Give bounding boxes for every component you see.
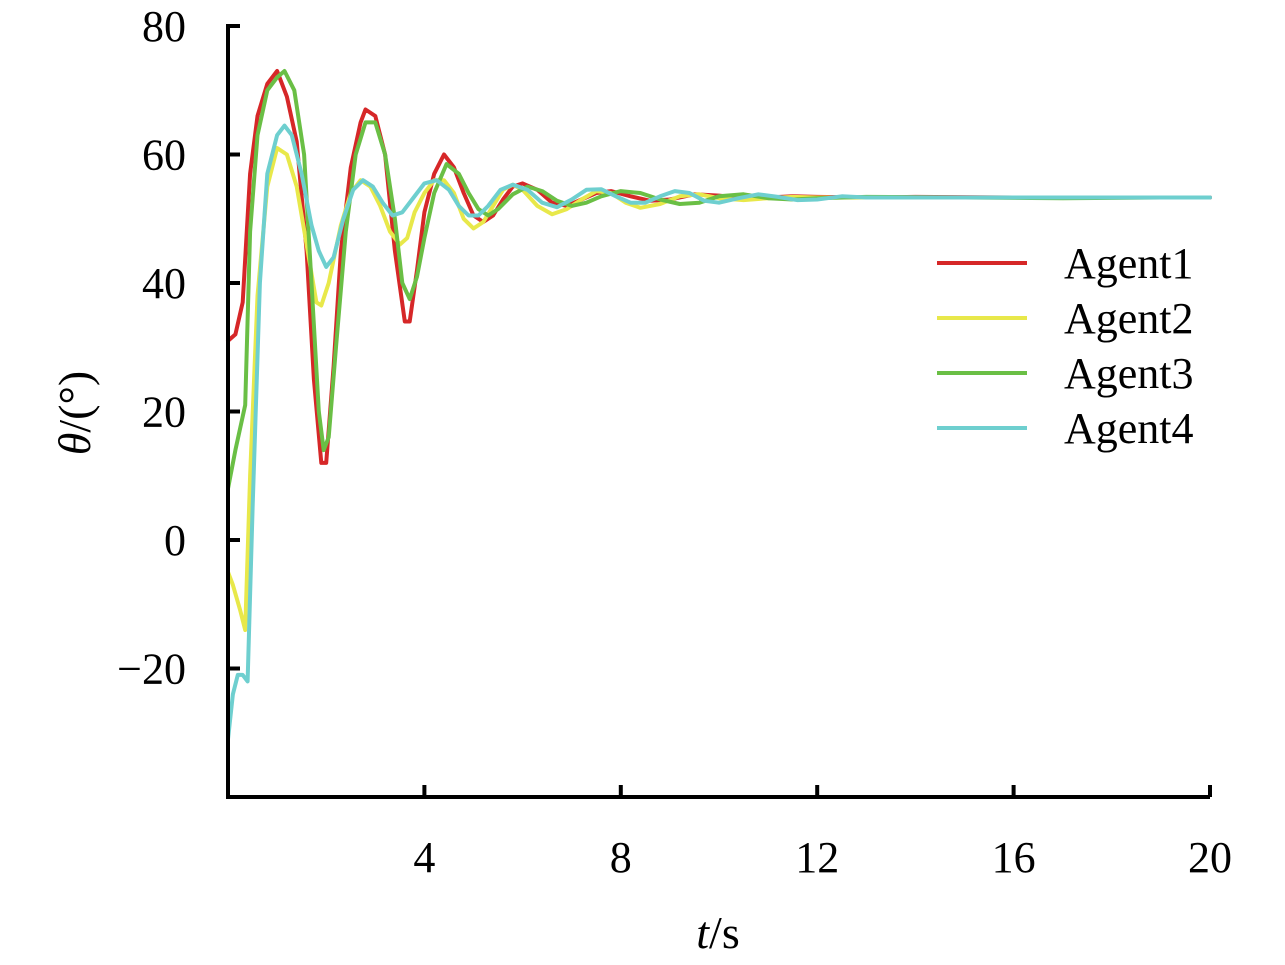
x-axis-title: t/s (696, 907, 739, 958)
y-tick-label: −20 (117, 645, 186, 694)
x-tick-label: 16 (992, 833, 1036, 882)
x-tick-label: 12 (795, 833, 839, 882)
y-tick-label: 60 (142, 131, 186, 180)
x-ticks: 4 8 12 16 20 (413, 785, 1232, 882)
series-line-agent1 (226, 69, 1212, 465)
x-tick-label: 20 (1188, 833, 1232, 882)
axes (226, 24, 1210, 799)
series-line-agent2 (226, 146, 1065, 632)
y-tick-label: 40 (142, 259, 186, 308)
y-tick-label: 0 (164, 516, 186, 565)
series-line-agent3 (226, 69, 1163, 491)
x-tick-label: 4 (413, 833, 435, 882)
plot-series (226, 69, 1212, 742)
legend-label-agent3: Agent3 (1064, 349, 1194, 398)
y-axis-unit: /(°) (49, 371, 100, 433)
legend-label-agent2: Agent2 (1064, 294, 1194, 343)
x-axis-unit: /s (709, 907, 740, 958)
legend: Agent1 Agent2 Agent3 Agent4 (937, 239, 1194, 453)
legend-label-agent4: Agent4 (1064, 404, 1194, 453)
y-axis-title: θ/(°) (49, 371, 100, 455)
x-tick-label: 8 (610, 833, 632, 882)
y-tick-label: 80 (142, 2, 186, 51)
series-line-agent4 (226, 123, 1212, 742)
y-ticks: −20 0 20 40 60 80 (117, 2, 240, 694)
y-tick-label: 20 (142, 388, 186, 437)
x-axis-variable: t (696, 907, 710, 958)
legend-label-agent1: Agent1 (1064, 239, 1194, 288)
y-axis-variable: θ (49, 433, 100, 456)
